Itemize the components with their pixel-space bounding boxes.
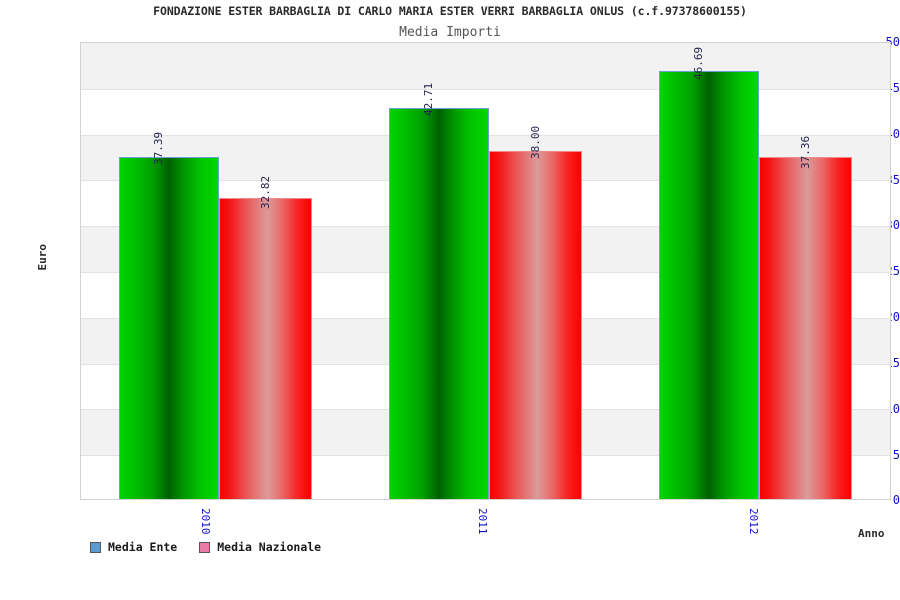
- bar-2010-nazionale[interactable]: [219, 198, 312, 499]
- gridline-45: [81, 88, 890, 90]
- bar-2010-ente[interactable]: [119, 156, 219, 499]
- value-label-2011-nazionale: 38.00: [529, 125, 542, 159]
- legend-swatch-icon-media-ente: [90, 541, 101, 553]
- bar-2011-nazionale[interactable]: [489, 150, 582, 499]
- value-label-2011-ente: 42.71: [422, 82, 435, 116]
- y-tick-label-5: 5: [892, 448, 900, 462]
- x-tick-label-2011: 2011: [476, 508, 489, 535]
- bar-2011-ente[interactable]: [389, 107, 489, 499]
- x-tick-label-2010: 2010: [199, 508, 212, 535]
- chart-legend: Media Ente Media Nazionale: [90, 540, 321, 554]
- value-label-2012-nazionale: 37.36: [799, 135, 812, 169]
- value-label-2010-ente: 37.39: [152, 131, 165, 165]
- legend-swatch-icon-media-nazionale: [199, 541, 211, 553]
- y-tick-label-0: 0: [892, 493, 900, 507]
- x-tick-label-2012: 2012: [747, 508, 760, 535]
- bar-2012-nazionale[interactable]: [759, 156, 852, 499]
- legend-item-media-ente[interactable]: Media Ente: [90, 540, 177, 554]
- plot-area: [80, 42, 891, 500]
- x-axis-title: Anno: [858, 527, 885, 540]
- y-axis-title: Euro: [36, 244, 49, 271]
- legend-label-media-ente: Media Ente: [108, 540, 178, 554]
- chart-subtitle: Media Importi: [399, 25, 501, 40]
- chart-title: FONDAZIONE ESTER BARBAGLIA DI CARLO MARI…: [153, 4, 747, 18]
- band-45-50: [81, 43, 890, 89]
- value-label-2010-nazionale: 32.82: [259, 175, 272, 209]
- bar-2012-ente[interactable]: [659, 71, 759, 499]
- legend-item-media-nazionale[interactable]: Media Nazionale: [199, 540, 321, 554]
- legend-label-media-nazionale: Media Nazionale: [217, 540, 322, 554]
- value-label-2012-ente: 46.69: [692, 46, 705, 80]
